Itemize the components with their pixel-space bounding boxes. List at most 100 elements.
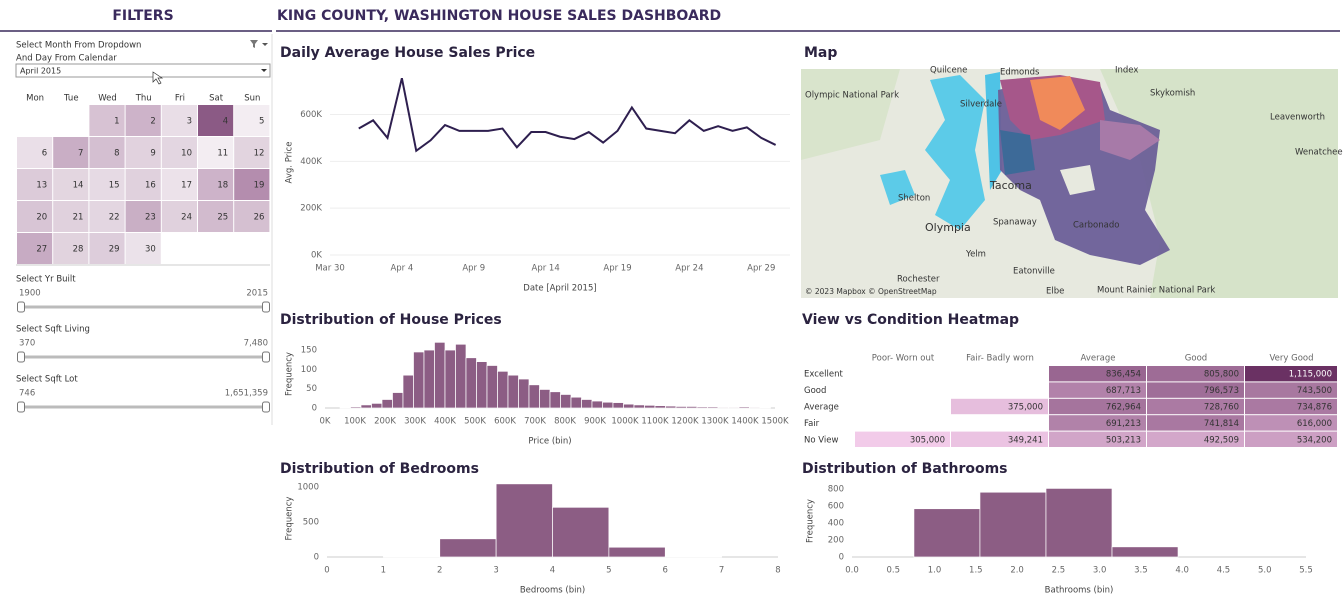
day-number: 3 [187,117,192,127]
x-tick-label: 1100K [641,417,669,427]
cell-label: 762,964 [1106,403,1141,413]
calendar-day[interactable]: 23 [125,201,161,232]
day-cell [125,233,161,264]
x-tick-label: 400K [434,417,456,427]
map-place: Tacoma [989,179,1032,192]
month-dropdown[interactable]: April 2015 [15,63,271,78]
slider-handle[interactable] [262,401,270,413]
calendar-day[interactable]: 4 [198,105,234,136]
x-tick-label: 3.0 [1093,566,1107,576]
histogram-bar [552,506,610,558]
x-tick-label: 800K [554,417,576,427]
calendar-day[interactable]: 17 [161,169,197,200]
calendar-day[interactable]: 29 [89,233,125,264]
calendar-day[interactable]: 5 [234,105,270,136]
slider-handle[interactable] [17,351,25,363]
column-header: Fair- Badly worn [966,354,1034,364]
calendar-day[interactable]: 30 [125,233,161,264]
calendar-day[interactable]: 12 [234,137,270,168]
cell-label: 305,000 [910,435,945,445]
heat-cell [1245,382,1337,398]
day-number: 17 [181,181,192,191]
heat-cell [951,398,1048,415]
x-tick-label: 100K [344,417,366,427]
slider-handle[interactable] [262,351,270,363]
calendar-day[interactable]: 25 [198,201,234,232]
calendar-day[interactable]: 16 [125,169,161,200]
calendar-day[interactable]: 6 [17,137,53,168]
map-title: Map [804,45,837,61]
heat-cell [1245,366,1337,382]
histogram-bar [654,405,666,409]
calendar-day[interactable]: 3 [161,105,197,136]
filter-label: And Day From Calendar [16,54,117,64]
histogram-bar [623,403,635,409]
calendar-day[interactable]: 14 [53,169,89,200]
heat-cell [1245,398,1337,415]
calendar-day[interactable]: 2 [125,105,161,136]
histogram-bar [350,406,362,409]
calendar-day[interactable]: 13 [17,169,53,200]
dropdown-box[interactable] [15,63,271,78]
heat-cell [1147,431,1244,447]
filters-title: FILTERS [112,8,173,24]
slider-handle[interactable] [17,401,25,413]
calendar-day[interactable]: 28 [53,233,89,264]
calendar-day[interactable]: 27 [17,233,53,264]
slider-min: 370 [19,339,35,349]
day-cell [198,137,234,168]
slider-label: Select Sqft Lot [16,375,78,385]
x-tick-label: 700K [524,417,546,427]
day-number: 18 [217,181,228,191]
x-axis-title: Bathrooms (bin) [1045,586,1114,596]
day-number: 10 [181,149,192,159]
weekday-label: Fri [175,94,185,104]
x-tick-label: 3 [493,566,498,576]
filter-icon[interactable] [250,40,258,48]
heat-cell [1147,398,1244,415]
calendar-day[interactable]: 18 [198,169,234,200]
calendar-day[interactable]: 9 [125,137,161,168]
day-number: 30 [145,245,156,255]
slider-handle[interactable] [17,301,25,313]
histogram-bar [476,361,488,409]
day-number: 11 [217,149,228,159]
histogram-bar [696,406,708,409]
histogram-bar [738,406,750,409]
menu-arrow[interactable] [262,43,268,46]
calendar-day[interactable]: 20 [17,201,53,232]
x-tick-label: Apr 4 [390,264,413,274]
histogram-bar [486,365,498,409]
calendar-day[interactable]: 21 [53,201,89,232]
slider-max: 1,651,359 [225,389,268,399]
calendar-day[interactable]: 7 [53,137,89,168]
histogram-bar [675,406,687,409]
map-place: Rochester [897,275,940,285]
calendar-day[interactable]: 26 [234,201,270,232]
map-water [925,75,985,230]
map-place: Mount Rainier National Park [1097,286,1215,296]
day-cell [53,233,89,264]
cell-label: 1,115,000 [1289,370,1332,380]
day-cell [161,137,197,168]
day-cell [161,201,197,232]
histogram-bar [560,394,572,409]
calendar-day[interactable]: 11 [198,137,234,168]
x-tick-label: 1000K [611,417,639,427]
calendar-day[interactable]: 15 [89,169,125,200]
histogram-bar [383,555,441,558]
calendar-day[interactable]: 8 [89,137,125,168]
dashboard-title: KING COUNTY, WASHINGTON HOUSE SALES DASH… [277,8,721,24]
histogram-bar [665,405,677,409]
calendar-day[interactable]: 24 [161,201,197,232]
x-tick-label: 2.5 [1052,566,1066,576]
day-number: 12 [254,149,265,159]
calendar-day[interactable]: 1 [89,105,125,136]
slider-handle[interactable] [262,301,270,313]
calendar-day[interactable]: 19 [234,169,270,200]
histogram-bar [381,399,393,409]
calendar-day[interactable]: 22 [89,201,125,232]
calendar-day[interactable]: 10 [161,137,197,168]
day-cell [17,137,53,168]
map-place: © 2023 Mapbox © OpenStreetMap [805,287,937,296]
